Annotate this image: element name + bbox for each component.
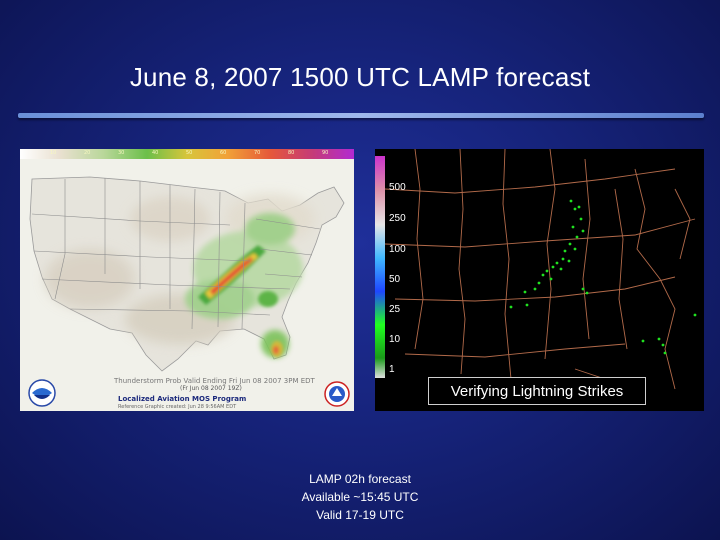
legend-label: 250 (389, 213, 406, 224)
map-footer (20, 374, 354, 411)
legend-label: 25 (389, 304, 401, 315)
scale-tick: 40 (152, 150, 159, 156)
us-probability-map (20, 159, 354, 384)
lightning-density-legend (375, 156, 385, 378)
probability-scale-ticks: 10 20 30 40 50 60 70 80 90 (20, 149, 354, 159)
scale-tick: 10 (50, 150, 57, 156)
map-program-name: Localized Aviation MOS Program (118, 395, 247, 403)
slide-title: June 8, 2007 1500 UTC LAMP forecast (129, 62, 591, 92)
legend-label: 100 (389, 244, 406, 255)
forecast-note-line: LAMP 02h forecast (309, 472, 411, 486)
forecast-note-line: Available ~15:45 UTC (301, 490, 419, 504)
title-divider (18, 113, 704, 118)
scale-tick: 60 (220, 150, 227, 156)
legend-label: 500 (389, 182, 406, 193)
scale-tick: 50 (186, 150, 193, 156)
map-valid-time: Thunderstorm Prob Valid Ending Fri Jun 0… (114, 377, 315, 385)
scale-tick: 70 (254, 150, 261, 156)
scale-tick: 30 (118, 150, 125, 156)
forecast-note-line: Valid 17-19 UTC (316, 508, 404, 522)
legend-label: 10 (389, 334, 401, 345)
lightning-strike-map: 500 250 100 50 25 10 1 Verifying Lightni… (375, 149, 704, 411)
scale-tick: 80 (288, 150, 295, 156)
scale-tick: 90 (322, 150, 329, 156)
map-credit: Reference Graphic created: Jun 28 9:56AM… (118, 404, 237, 410)
map-valid-time-utc: (Fr Jun 08 2007 19Z) (180, 385, 242, 392)
scale-tick: 20 (84, 150, 91, 156)
legend-label: 50 (389, 274, 401, 285)
legend-label: 1 (389, 364, 395, 375)
verifying-lightning-caption: Verifying Lightning Strikes (428, 377, 646, 405)
lamp-forecast-map: 10 20 30 40 50 60 70 80 90 (20, 149, 354, 411)
probability-scale-bar (20, 149, 354, 159)
lightning-map-drawing (384, 149, 697, 400)
forecast-note: LAMP 02h forecast Available ~15:45 UTC V… (240, 470, 480, 524)
nws-logo (324, 381, 350, 407)
noaa-logo (28, 379, 56, 407)
